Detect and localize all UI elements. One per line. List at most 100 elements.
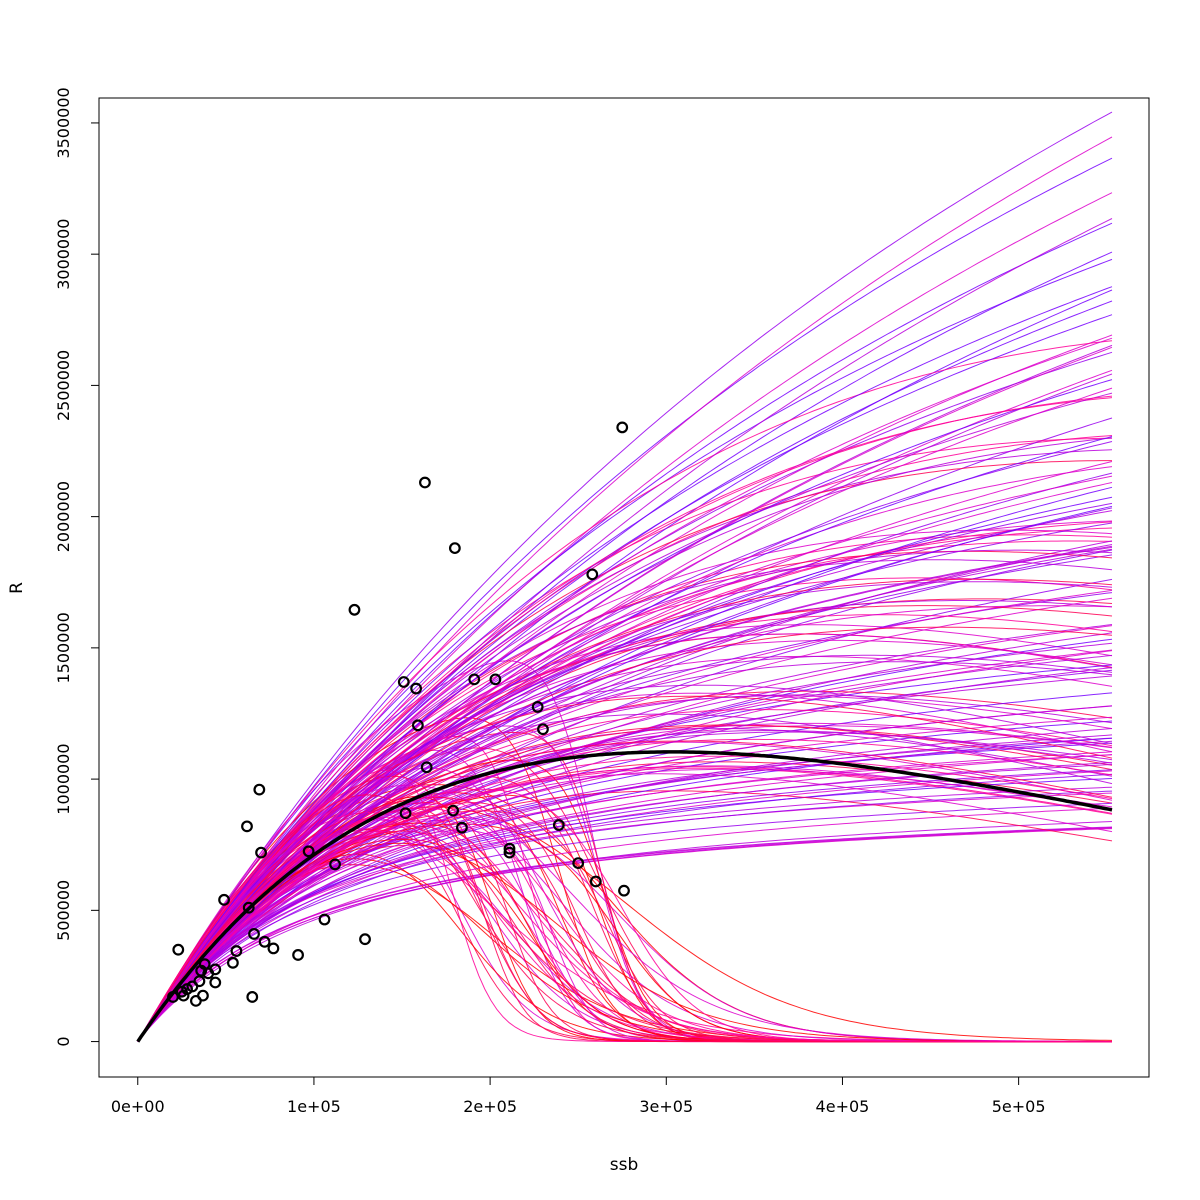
- observation-point: [531, 701, 544, 713]
- bootstrap-fit-line: [137, 157, 1113, 1042]
- observation-point: [537, 723, 549, 736]
- bootstrap-fit-line: [137, 811, 1112, 1043]
- observation-point: [411, 719, 424, 732]
- bootstrap-fit-line: [137, 773, 1113, 1042]
- bootstrap-fit-line: [137, 802, 1113, 1042]
- y-tick-label: 3000000: [54, 219, 73, 290]
- bootstrap-fit-line: [137, 826, 1113, 1042]
- observation-point: [572, 857, 585, 869]
- observation-point: [616, 421, 629, 434]
- y-tick-label: 2500000: [54, 350, 73, 421]
- bootstrap-fit-line: [137, 475, 1113, 1042]
- observation-point: [209, 976, 222, 989]
- bootstrap-fit-line: [137, 192, 1113, 1042]
- bootstrap-fit-line: [137, 395, 1113, 1042]
- observation-point: [397, 676, 410, 688]
- bootstrap-fit-line: [137, 387, 1113, 1042]
- observation-point: [218, 893, 230, 906]
- bootstrap-fit-line: [137, 218, 1113, 1042]
- y-tick-label: 500000: [54, 880, 73, 941]
- bootstrap-fit-line: [137, 546, 1113, 1042]
- observation-point: [359, 933, 371, 946]
- x-tick-label: 2e+05: [463, 1097, 517, 1116]
- observation-point: [241, 820, 253, 833]
- bootstrap-fit-line: [137, 111, 1113, 1042]
- x-axis-title: ssb: [610, 1155, 639, 1175]
- bootstrap-fit-line: [137, 764, 1113, 1042]
- bootstrap-fit-line: [137, 716, 1113, 1042]
- bootstrap-fit-line: [137, 460, 1112, 1042]
- bootstrap-fit-line: [137, 694, 1113, 1042]
- observation-point: [552, 819, 565, 831]
- fitted-curve: [136, 750, 1113, 1043]
- bootstrap-fit-line: [137, 828, 1113, 1042]
- bootstrap-fit-line: [137, 790, 1113, 1042]
- x-tick-label: 5e+05: [992, 1097, 1046, 1116]
- observation-point: [226, 956, 239, 969]
- observation-point: [253, 783, 266, 796]
- y-tick-label: 2000000: [54, 481, 73, 552]
- bootstrap-fit-line: [137, 754, 1113, 1042]
- observation-point: [589, 875, 602, 888]
- observation-point: [292, 949, 304, 961]
- observation-point: [468, 673, 481, 686]
- observation-point: [448, 542, 461, 555]
- bootstrap-fit-line: [137, 649, 1113, 1042]
- bootstrap-fit-line: [137, 482, 1113, 1042]
- observation-point: [419, 476, 431, 489]
- fitted-curve-layer: [136, 750, 1113, 1043]
- observation-point: [399, 807, 412, 820]
- bootstrap-curves: [137, 111, 1113, 1043]
- bootstrap-fit-line: [137, 314, 1113, 1042]
- observation-point: [618, 884, 630, 897]
- y-tick-label: 0: [54, 1036, 73, 1046]
- bootstrap-fit-line: [137, 684, 1113, 1042]
- y-tick-label: 1000000: [54, 743, 73, 814]
- observation-point: [410, 682, 423, 695]
- observation-point: [255, 846, 267, 859]
- x-tick-label: 3e+05: [639, 1097, 693, 1116]
- observation-point: [503, 846, 516, 859]
- y-axis: 0 500000 1000000 1500000 2000000 2500000 30000…: [54, 87, 100, 1047]
- bootstrap-fit-line: [137, 654, 1113, 1042]
- observation-point: [302, 845, 315, 858]
- observation-point: [242, 901, 255, 914]
- bootstrap-fit-line: [137, 821, 1113, 1042]
- bootstrap-fit-line: [137, 713, 1113, 1042]
- y-tick-label: 3500000: [54, 87, 73, 158]
- bootstrap-fit-line: [137, 654, 1113, 1042]
- bootstrap-fit-line: [137, 136, 1113, 1042]
- observation-point: [329, 858, 341, 871]
- observation-point: [197, 989, 209, 1002]
- observation-point: [318, 913, 331, 926]
- y-tick-label: 1500000: [54, 612, 73, 683]
- bootstrap-fit-line: [137, 730, 1113, 1042]
- bootstrap-fit-line: [137, 344, 1113, 1042]
- observation-point: [456, 821, 468, 834]
- bootstrap-fit-line: [137, 340, 1113, 1042]
- observation-point: [258, 935, 271, 948]
- observation-point: [246, 991, 259, 1003]
- bootstrap-fit-line: [137, 695, 1113, 1042]
- bootstrap-fit-line: [137, 734, 1113, 1042]
- observation-point: [167, 991, 179, 1003]
- observation-point: [503, 842, 516, 855]
- x-tick-label: 1e+05: [287, 1097, 341, 1116]
- bootstrap-fit-line: [137, 773, 1113, 1042]
- x-axis: 0e+00 1e+05 2e+05 3e+05 4e+05 5e+05: [111, 1076, 1046, 1116]
- observation-point: [420, 761, 433, 774]
- bootstrap-fit-line: [137, 258, 1113, 1042]
- observation-point: [209, 963, 222, 976]
- observation-point: [586, 568, 599, 581]
- bootstrap-fit-line: [137, 286, 1113, 1042]
- observation-point: [193, 975, 206, 988]
- y-axis-title: R: [7, 582, 27, 594]
- bootstrap-fit-line: [137, 755, 1113, 1042]
- bootstrap-fit-line: [137, 642, 1113, 1042]
- observation-point: [348, 603, 361, 616]
- observation-point: [489, 673, 502, 686]
- observation-point: [447, 804, 460, 817]
- observation-point: [248, 928, 260, 940]
- observation-points: [167, 421, 630, 1007]
